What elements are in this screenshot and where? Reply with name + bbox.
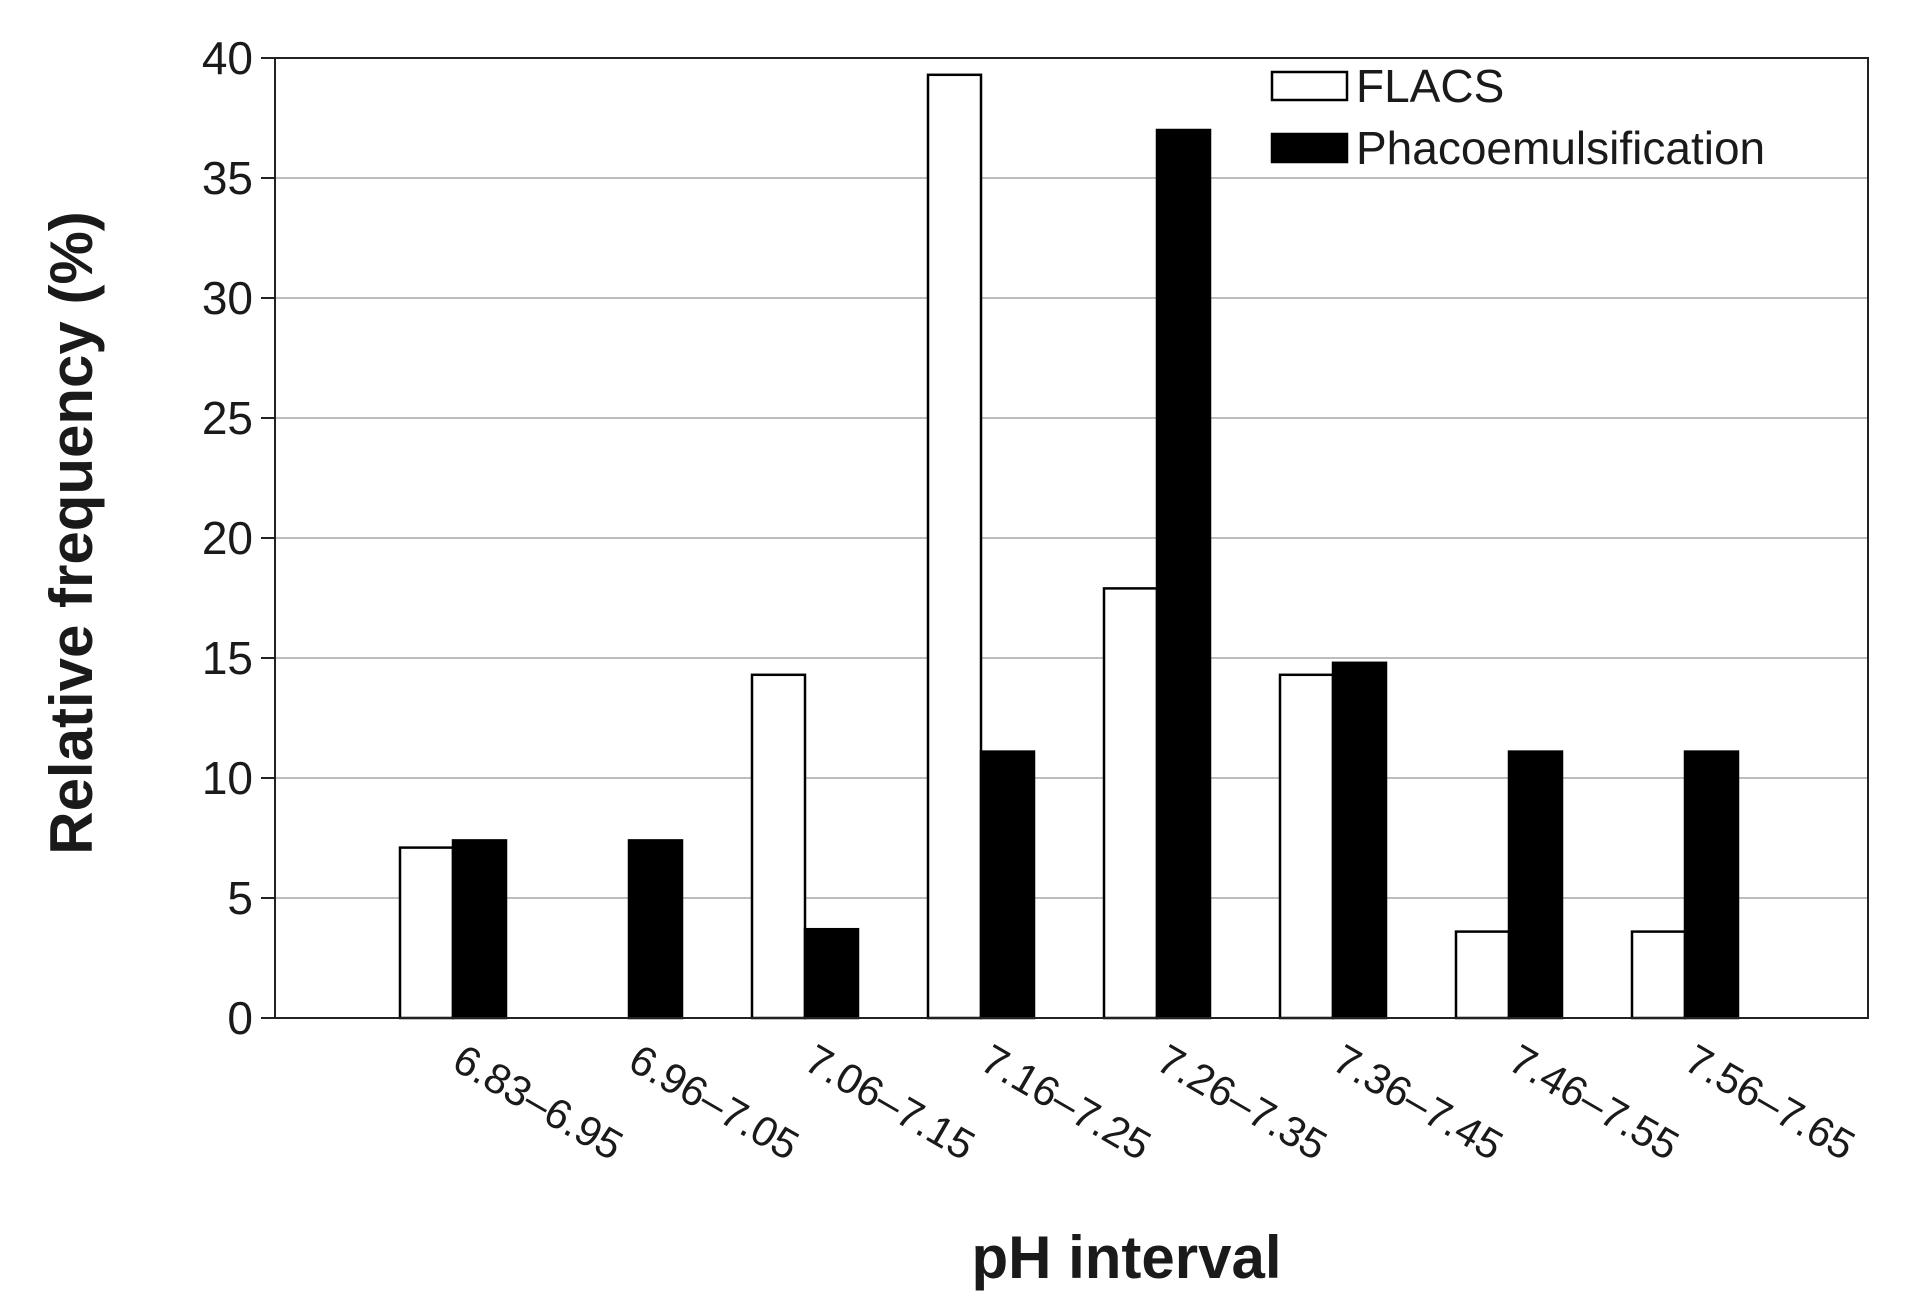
legend-label-phacoemulsification: Phacoemulsification bbox=[1356, 122, 1765, 174]
x-tick-label: 7.16–7.25 bbox=[974, 1035, 1159, 1169]
bar-flacs bbox=[398, 846, 455, 1020]
bar-flacs bbox=[926, 73, 983, 1020]
legend-swatch-phacoemulsification bbox=[1270, 132, 1349, 164]
x-tick-label: 7.56–7.65 bbox=[1678, 1035, 1863, 1169]
x-tick-label: 6.83–6.95 bbox=[446, 1035, 631, 1169]
bar-flacs bbox=[1630, 930, 1687, 1020]
bar-flacs bbox=[1102, 587, 1159, 1020]
bar-phacoemulsification bbox=[1683, 750, 1740, 1020]
grid-lines bbox=[275, 177, 1868, 899]
bar-phacoemulsification bbox=[627, 839, 684, 1020]
bar-flacs bbox=[1278, 673, 1335, 1020]
bar-flacs bbox=[750, 673, 807, 1020]
y-tick-label: 5 bbox=[227, 872, 253, 924]
y-tick-label: 35 bbox=[202, 152, 253, 204]
y-tick-label: 0 bbox=[227, 992, 253, 1044]
bar-phacoemulsification bbox=[451, 839, 508, 1020]
y-tick-label: 10 bbox=[202, 752, 253, 804]
x-tick-label: 7.26–7.35 bbox=[1150, 1035, 1335, 1169]
legend: FLACS Phacoemulsification bbox=[1270, 60, 1765, 174]
y-tick-label: 15 bbox=[202, 632, 253, 684]
bar-phacoemulsification bbox=[979, 750, 1036, 1020]
legend-swatch-flacs bbox=[1270, 70, 1349, 102]
y-axis-ticks: 0 5 10 15 20 25 30 35 40 bbox=[202, 32, 275, 1044]
x-tick-label: 7.06–7.15 bbox=[798, 1035, 983, 1169]
bar-phacoemulsification bbox=[1155, 128, 1212, 1020]
x-axis-ticks: 6.83–6.956.96–7.057.06–7.157.16–7.257.26… bbox=[446, 1035, 1863, 1169]
y-tick-label: 30 bbox=[202, 272, 253, 324]
y-axis-title: Relative frequency (%) bbox=[38, 211, 105, 855]
x-tick-label: 6.96–7.05 bbox=[622, 1035, 807, 1169]
bars bbox=[398, 73, 1740, 1020]
bar-flacs bbox=[1454, 930, 1511, 1020]
bar-phacoemulsification bbox=[1507, 750, 1564, 1020]
x-tick-label: 7.46–7.55 bbox=[1502, 1035, 1687, 1169]
y-tick-label: 40 bbox=[202, 32, 253, 84]
y-tick-label: 25 bbox=[202, 392, 253, 444]
bar-phacoemulsification bbox=[803, 927, 860, 1020]
x-tick-label: 7.36–7.45 bbox=[1326, 1035, 1511, 1169]
y-tick-label: 20 bbox=[202, 512, 253, 564]
bar-phacoemulsification bbox=[1331, 661, 1388, 1020]
x-axis-title: pH interval bbox=[971, 1224, 1281, 1291]
legend-label-flacs: FLACS bbox=[1356, 60, 1504, 112]
